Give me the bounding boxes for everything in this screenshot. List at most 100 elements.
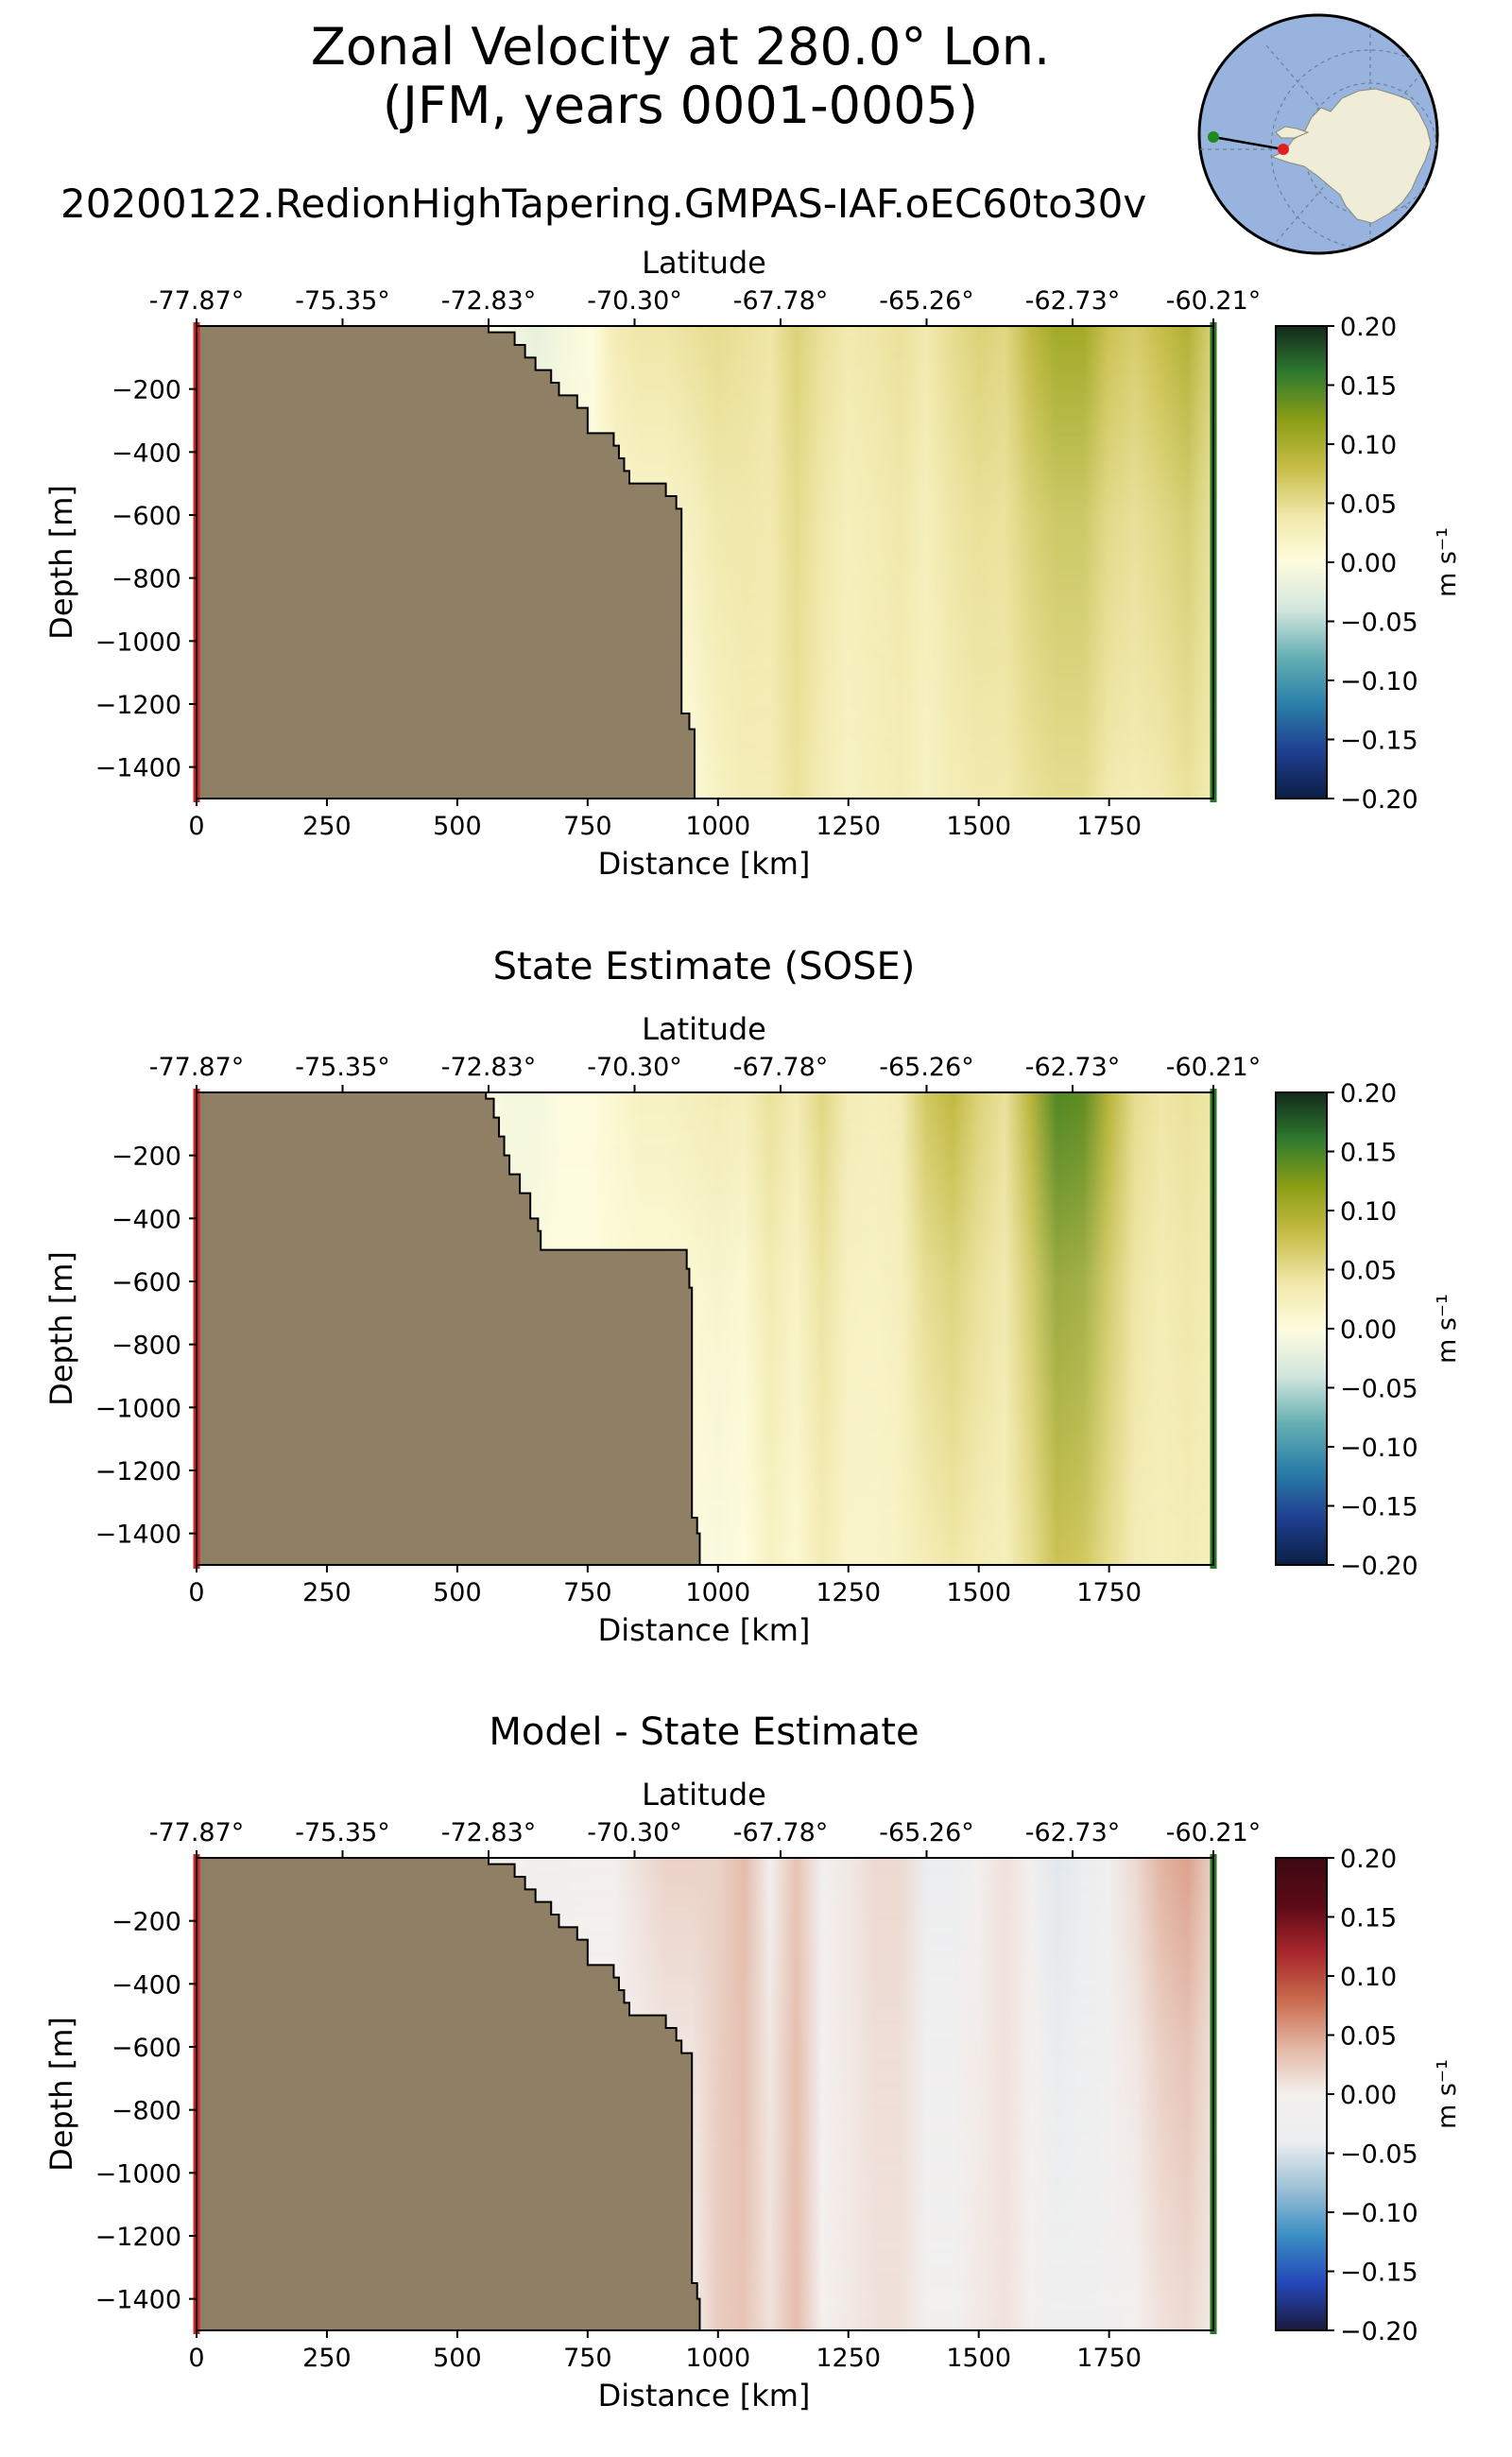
x-tick-label: 1250 xyxy=(816,812,881,841)
top-tick-label: -65.26° xyxy=(879,1053,974,1082)
panel-title: State Estimate (SOSE) xyxy=(493,945,916,988)
x-tick-label: 500 xyxy=(433,1578,482,1607)
top-tick-label: -67.78° xyxy=(733,1053,829,1082)
x-tick-label: 250 xyxy=(302,2344,352,2373)
plot-frame xyxy=(196,1857,1214,2331)
top-tick-label: -72.83° xyxy=(441,286,537,316)
colorbar-tick-label: 0.05 xyxy=(1340,2022,1397,2052)
x-tick-label: 250 xyxy=(302,1578,352,1607)
plot-frame xyxy=(196,325,1214,799)
top-tick-label: -77.87° xyxy=(149,1053,245,1082)
top-tick-label: -60.21° xyxy=(1166,286,1262,316)
y-tick-label: −1000 xyxy=(95,2159,181,2189)
y-tick-label: −200 xyxy=(112,1143,181,1172)
x-tick-label: 500 xyxy=(433,2344,482,2373)
x-axis-label: Distance [km] xyxy=(598,1612,811,1648)
top-tick-label: -75.35° xyxy=(295,1053,390,1082)
colorbar-tick-label: 0.20 xyxy=(1340,1845,1397,1874)
figure-title-line1: Zonal Velocity at 280.0° Lon. xyxy=(311,17,1050,77)
x-tick-label: 1000 xyxy=(685,1578,750,1607)
bathymetry-land xyxy=(196,325,696,799)
top-axis-label: Latitude xyxy=(642,1777,766,1813)
y-tick-label: −800 xyxy=(112,565,181,594)
x-tick-label: 1000 xyxy=(685,2344,750,2373)
x-tick-label: 1250 xyxy=(816,2344,881,2373)
y-tick-label: −1400 xyxy=(95,2286,181,2315)
colorbar-tick-label: 0.05 xyxy=(1340,490,1397,520)
colorbar-tick-label: 0.15 xyxy=(1340,1139,1397,1168)
y-tick-label: −1200 xyxy=(95,1457,181,1486)
colorbar xyxy=(1275,1091,1328,1566)
colorbar-tick-label: 0.00 xyxy=(1340,2081,1397,2110)
x-tick-label: 750 xyxy=(563,2344,612,2373)
top-tick-label: -72.83° xyxy=(441,1053,537,1082)
x-axis-label: Distance [km] xyxy=(598,2378,811,2414)
colorbar xyxy=(1275,325,1328,799)
y-tick-label: −400 xyxy=(112,438,181,468)
inset-transect-start-marker xyxy=(1278,144,1289,155)
x-tick-label: 1250 xyxy=(816,1578,881,1607)
top-tick-label: -75.35° xyxy=(295,1818,390,1847)
chart-panel-model: 0 250 500 750 1000 1250 1500 1750 Distance [km] -… xyxy=(43,245,1462,882)
x-tick-label: 0 xyxy=(188,1578,204,1607)
y-tick-label: −1000 xyxy=(95,1394,181,1423)
colorbar-tick-label: 0.00 xyxy=(1340,1315,1397,1345)
y-tick-label: −400 xyxy=(112,1205,181,1234)
colorbar-tick-label: −0.15 xyxy=(1340,727,1418,756)
y-tick-label: −1000 xyxy=(95,627,181,657)
top-tick-label: -67.78° xyxy=(733,286,829,316)
x-axis-label: Distance [km] xyxy=(598,846,811,882)
colorbar-label: m s⁻¹ xyxy=(1433,2059,1462,2129)
chart-panel-difference: Model - State Estimate 0 250 500 750 1000 1250… xyxy=(43,1710,1462,2414)
chart-panel-sose: State Estimate (SOSE) 0 250 500 750 1000 1250 1… xyxy=(43,945,1462,1648)
top-axis-label: Latitude xyxy=(642,245,766,281)
x-tick-label: 750 xyxy=(563,1578,612,1607)
y-tick-label: −600 xyxy=(112,502,181,531)
x-tick-label: 1750 xyxy=(1076,1578,1142,1607)
figure-subtitle: 20200122.RedionHighTapering.GMPAS-IAF.oE… xyxy=(60,180,1146,227)
top-tick-label: -70.30° xyxy=(587,1053,682,1082)
x-tick-label: 750 xyxy=(563,812,612,841)
colorbar-tick-label: −0.20 xyxy=(1340,785,1418,815)
y-tick-label: −1200 xyxy=(95,2223,181,2252)
top-tick-label: -70.30° xyxy=(587,286,682,316)
figure-title-line2: (JFM, years 0001-0005) xyxy=(383,76,978,135)
colorbar-tick-label: 0.10 xyxy=(1340,1197,1397,1227)
bathymetry-land xyxy=(196,1091,701,1566)
x-tick-label: 500 xyxy=(433,812,482,841)
y-axis-label: Depth [m] xyxy=(43,2017,79,2172)
top-tick-label: -67.78° xyxy=(733,1818,829,1847)
plot-frame xyxy=(196,1091,1214,1566)
antarctica-locator-map-icon xyxy=(1197,13,1439,255)
colorbar-tick-label: 0.20 xyxy=(1340,1079,1397,1108)
y-tick-label: −1200 xyxy=(95,691,181,720)
top-axis-label: Latitude xyxy=(642,1011,766,1047)
y-tick-label: −200 xyxy=(112,376,181,405)
colorbar-tick-label: −0.05 xyxy=(1340,609,1418,638)
colorbar-tick-label: −0.10 xyxy=(1340,1434,1418,1463)
top-tick-label: -62.73° xyxy=(1025,1053,1121,1082)
y-tick-label: −600 xyxy=(112,2034,181,2063)
bathymetry-land xyxy=(196,1857,701,2331)
colorbar-tick-label: 0.10 xyxy=(1340,431,1397,460)
y-tick-label: −600 xyxy=(112,1268,181,1297)
colorbar xyxy=(1275,1857,1328,2331)
colorbar-tick-label: −0.10 xyxy=(1340,2199,1418,2228)
inset-transect-line xyxy=(1212,135,1284,151)
y-tick-label: −1400 xyxy=(95,754,181,783)
colorbar-tick-label: 0.15 xyxy=(1340,372,1397,402)
y-tick-label: −800 xyxy=(112,1332,181,1361)
colorbar-tick-label: 0.20 xyxy=(1340,313,1397,342)
x-tick-label: 1750 xyxy=(1076,812,1142,841)
top-tick-label: -60.21° xyxy=(1166,1053,1262,1082)
top-tick-label: -70.30° xyxy=(587,1818,682,1847)
y-tick-label: −1400 xyxy=(95,1521,181,1550)
top-tick-label: -65.26° xyxy=(879,286,974,316)
x-tick-label: 1500 xyxy=(946,2344,1011,2373)
top-tick-label: -62.73° xyxy=(1025,286,1121,316)
colorbar-tick-label: 0.10 xyxy=(1340,1963,1397,1992)
colorbar-label: m s⁻¹ xyxy=(1433,1294,1462,1364)
colorbar-tick-label: −0.15 xyxy=(1340,2259,1418,2288)
colorbar-label: m s⁻¹ xyxy=(1433,527,1462,597)
